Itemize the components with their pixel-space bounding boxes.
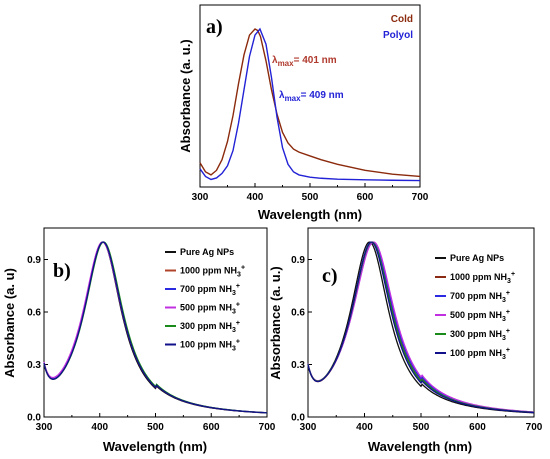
- panel-b: 300 400 500 600 700 0.0 0.3 0.6 0.9 Pure Ag NPs 10…: [2, 227, 276, 454]
- legend-label: 700 ppm NH3+: [450, 290, 510, 304]
- legend-label-main: 100 ppm NH: [180, 340, 232, 350]
- x-axis-title: Wavelength (nm): [258, 207, 362, 222]
- legend-label-subscript: 3: [232, 290, 236, 297]
- legend-label: 500 ppm NH3+: [450, 309, 510, 323]
- legend-label-superscript: +: [236, 302, 240, 309]
- x-tick-label: 500: [413, 422, 430, 433]
- legend-entry: Polyol: [383, 30, 413, 41]
- y-axis-title: Absorbance (a. u.): [268, 266, 283, 379]
- y-tick-label: 0.0: [291, 413, 305, 424]
- legend-label: 500 ppm NH3+: [180, 302, 240, 316]
- x-tick-label: 600: [203, 422, 220, 433]
- legend-label-main: 500 ppm NH: [450, 310, 502, 320]
- legend-label-subscript: 3: [232, 327, 236, 334]
- legend-label-subscript: 3: [502, 316, 506, 323]
- x-tick-label: 300: [36, 422, 53, 433]
- x-tick-label: 500: [302, 192, 319, 203]
- legend-label-main: 500 ppm NH: [180, 303, 232, 313]
- y-axis-title: Absorbance (a. u): [2, 268, 17, 378]
- legend-label-subscript: 3: [232, 309, 236, 316]
- legend-label-superscript: +: [511, 271, 515, 278]
- legend-label: 1000 ppm NH3+: [450, 271, 515, 285]
- legend-label: Pure Ag NPs: [450, 253, 504, 263]
- series-line: [43, 241, 268, 414]
- series-line-polyol: [199, 27, 421, 182]
- annotation-value: = 401 nm: [294, 55, 337, 66]
- annotation-symbol: λ: [279, 90, 285, 101]
- panel-label: a): [206, 16, 223, 38]
- x-tick-label: 700: [259, 422, 276, 433]
- legend-label-main: 1000 ppm NH: [450, 272, 507, 282]
- y-tick-label: 0.6: [291, 308, 305, 319]
- x-tick-label: 400: [247, 192, 264, 203]
- panel-c: 300 400 500 600 700 0.0 0.3 0.6 0.9 Pure Ag NPs 10…: [268, 227, 543, 454]
- x-axis-title: Wavelength (nm): [368, 439, 472, 454]
- legend-label: 700 ppm NH3+: [180, 283, 240, 297]
- legend-label: 100 ppm NH3+: [180, 339, 240, 353]
- x-tick-label: 400: [356, 422, 373, 433]
- annotation-subscript: max: [278, 59, 295, 68]
- x-axis-title: Wavelength (nm): [103, 439, 207, 454]
- legend-label-main: 700 ppm NH: [450, 291, 502, 301]
- legend-entry: Cold: [391, 14, 413, 25]
- legend-label-superscript: +: [506, 309, 510, 316]
- annotation-subscript: max: [285, 94, 302, 103]
- legend-label-subscript: 3: [502, 297, 506, 304]
- y-tick-label: 0.3: [291, 360, 305, 371]
- legend-label-main: 300 ppm NH: [450, 329, 502, 339]
- series-line: [307, 241, 535, 414]
- series-line-cold: [199, 28, 421, 178]
- legend-label: 1000 ppm NH3+: [180, 265, 245, 279]
- legend-label-superscript: +: [236, 283, 240, 290]
- legend-label: 300 ppm NH3+: [450, 328, 510, 342]
- legend-label-superscript: +: [236, 320, 240, 327]
- series-line: [307, 241, 535, 414]
- legend-label-main: 1000 ppm NH: [180, 266, 237, 276]
- legend-label-superscript: +: [506, 290, 510, 297]
- legend-label-subscript: 3: [502, 335, 506, 342]
- legend-label-subscript: 3: [507, 278, 511, 285]
- legend-label-main: 700 ppm NH: [180, 284, 232, 294]
- y-tick-label: 0.3: [27, 360, 41, 371]
- legend-label-superscript: +: [506, 328, 510, 335]
- lambda-max-annotation: λmax= 409 nm: [279, 90, 344, 103]
- legend-label-subscript: 3: [237, 272, 241, 279]
- x-tick-label: 600: [357, 192, 374, 203]
- legend-label: 100 ppm NH3+: [450, 347, 510, 361]
- panel-label: c): [322, 265, 338, 287]
- legend-label: 300 ppm NH3+: [180, 320, 240, 334]
- y-tick-label: 0.9: [291, 255, 305, 266]
- y-tick-label: 0.6: [27, 308, 41, 319]
- legend-label-superscript: +: [506, 347, 510, 354]
- lambda-max-annotation: λmax= 401 nm: [272, 55, 337, 68]
- x-tick-label: 300: [192, 192, 209, 203]
- x-tick-label: 700: [526, 422, 543, 433]
- x-tick-label: 600: [469, 422, 486, 433]
- y-tick-label: 0.9: [27, 255, 41, 266]
- legend-label-subscript: 3: [502, 354, 506, 361]
- legend-label-main: 100 ppm NH: [450, 348, 502, 358]
- legend-label: Pure Ag NPs: [180, 247, 234, 257]
- y-tick-label: 0.0: [27, 413, 41, 424]
- annotation-value: = 409 nm: [301, 90, 344, 101]
- x-tick-label: 700: [412, 192, 429, 203]
- panel-label: b): [53, 260, 71, 282]
- x-tick-label: 500: [147, 422, 164, 433]
- legend-label-main: 300 ppm NH: [180, 321, 232, 331]
- legend-label-superscript: +: [241, 265, 245, 272]
- y-axis-title: Absorbance (a. u.): [178, 39, 193, 152]
- legend-label-superscript: +: [236, 339, 240, 346]
- legend-label-subscript: 3: [232, 346, 236, 353]
- x-tick-label: 300: [300, 422, 317, 433]
- annotation-symbol: λ: [272, 55, 278, 66]
- x-tick-label: 400: [91, 422, 108, 433]
